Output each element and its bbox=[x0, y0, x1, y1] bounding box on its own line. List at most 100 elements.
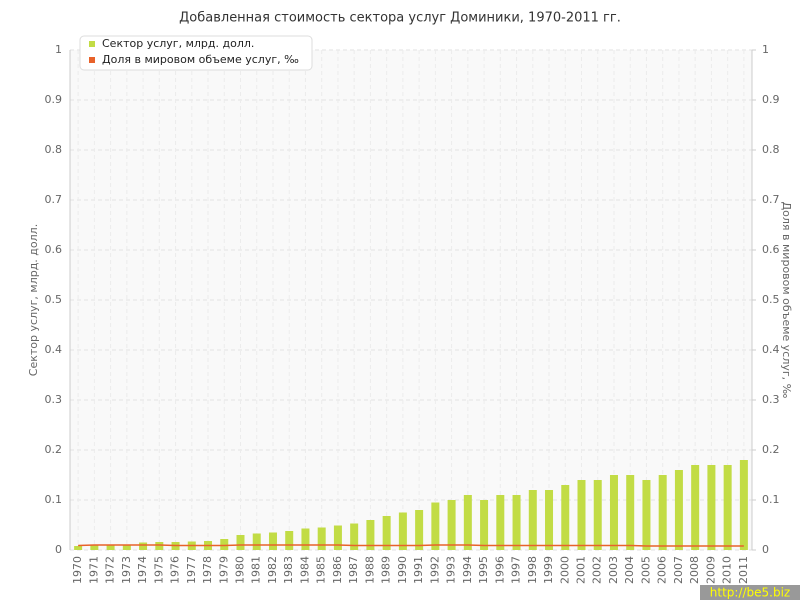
bar bbox=[609, 475, 618, 550]
bar bbox=[268, 532, 277, 550]
x-tick-label: 1974 bbox=[136, 556, 149, 584]
bar bbox=[155, 542, 164, 550]
chart-title: Добавленная стоимость сектора услуг Доми… bbox=[179, 11, 621, 26]
bar bbox=[642, 480, 651, 550]
y-tick-label: 0.3 bbox=[45, 393, 63, 406]
bar bbox=[382, 516, 391, 550]
bar bbox=[496, 495, 505, 550]
x-tick-label: 1987 bbox=[347, 556, 360, 584]
x-tick-label: 2003 bbox=[607, 556, 620, 584]
bar bbox=[252, 533, 261, 550]
y-tick-label: 0.6 bbox=[45, 243, 63, 256]
bar bbox=[593, 480, 602, 550]
x-tick-label: 2004 bbox=[623, 556, 636, 584]
bar bbox=[707, 465, 716, 550]
x-tick-label: 1995 bbox=[477, 556, 490, 584]
bar bbox=[463, 495, 472, 550]
y-tick-label: 0.1 bbox=[45, 493, 63, 506]
y-tick-label: 0.5 bbox=[45, 293, 63, 306]
y-tick-label: 0 bbox=[55, 543, 62, 556]
x-tick-label: 1999 bbox=[542, 556, 555, 584]
bar bbox=[577, 480, 586, 550]
x-tick-label: 1971 bbox=[87, 556, 100, 584]
y2-tick-label: 0 bbox=[762, 543, 769, 556]
bar bbox=[674, 470, 683, 550]
x-tick-label: 1986 bbox=[331, 556, 344, 584]
watermark: http://be5.biz bbox=[710, 586, 790, 600]
y2-tick-label: 0.6 bbox=[762, 243, 780, 256]
x-tick-label: 2002 bbox=[591, 556, 604, 584]
x-tick-label: 2011 bbox=[737, 556, 750, 584]
y-tick-label: 0.9 bbox=[45, 93, 63, 106]
x-tick-label: 2008 bbox=[688, 556, 701, 584]
x-tick-label: 1990 bbox=[396, 556, 409, 584]
y2-tick-label: 1 bbox=[762, 43, 769, 56]
y2-tick-label: 0.7 bbox=[762, 193, 780, 206]
bar bbox=[561, 485, 570, 550]
x-tick-label: 2006 bbox=[656, 556, 669, 584]
line bbox=[78, 544, 744, 547]
x-tick-label: 1977 bbox=[185, 556, 198, 584]
y2-tick-label: 0.3 bbox=[762, 393, 780, 406]
x-tick-label: 1983 bbox=[282, 556, 295, 584]
bar bbox=[333, 525, 342, 550]
x-tick-label: 1993 bbox=[445, 556, 458, 584]
bar bbox=[512, 495, 521, 550]
legend-label: Доля в мировом объеме услуг, ‰ bbox=[102, 53, 299, 66]
y-tick-label: 0.8 bbox=[45, 143, 63, 156]
x-tick-label: 2010 bbox=[721, 556, 734, 584]
x-tick-label: 1982 bbox=[266, 556, 279, 584]
bar bbox=[317, 527, 326, 550]
legend-swatch bbox=[89, 57, 95, 63]
y-axis-title: Сектор услуг, млрд. долл. bbox=[27, 224, 40, 376]
bar bbox=[74, 546, 83, 550]
bar bbox=[301, 528, 310, 550]
x-tick-label: 2007 bbox=[672, 556, 685, 584]
y2-axis-title: Доля в мировом объеме услуг, ‰ bbox=[780, 202, 793, 399]
y2-tick-label: 0.5 bbox=[762, 293, 780, 306]
y2-tick-label: 0.1 bbox=[762, 493, 780, 506]
y2-tick-label: 0.4 bbox=[762, 343, 780, 356]
x-tick-label: 1970 bbox=[71, 556, 84, 584]
y2-tick-label: 0.9 bbox=[762, 93, 780, 106]
x-tick-label: 1980 bbox=[234, 556, 247, 584]
bar bbox=[139, 542, 148, 550]
bar bbox=[366, 520, 375, 550]
x-tick-label: 1984 bbox=[298, 556, 311, 584]
y2-tick-label: 0.2 bbox=[762, 443, 780, 456]
x-tick-label: 1972 bbox=[104, 556, 117, 584]
bar bbox=[528, 490, 537, 550]
bar bbox=[545, 490, 554, 550]
bar bbox=[626, 475, 635, 550]
marks bbox=[74, 460, 748, 550]
bar bbox=[739, 460, 748, 550]
x-tick-label: 1978 bbox=[201, 556, 214, 584]
bar bbox=[431, 502, 440, 550]
x-tick-label: 1994 bbox=[461, 556, 474, 584]
bar bbox=[415, 510, 424, 550]
x-tick-label: 1973 bbox=[120, 556, 133, 584]
x-tick-label: 1985 bbox=[315, 556, 328, 584]
bar bbox=[658, 475, 667, 550]
x-tick-label: 2001 bbox=[575, 556, 588, 584]
bar bbox=[723, 465, 732, 550]
legend-box bbox=[79, 35, 313, 71]
y-tick-label: 1 bbox=[55, 43, 62, 56]
y-tick-label: 0.2 bbox=[45, 443, 63, 456]
x-tick-label: 1975 bbox=[152, 556, 165, 584]
x-tick-label: 1997 bbox=[510, 556, 523, 584]
bar bbox=[236, 535, 245, 550]
bar bbox=[285, 531, 294, 550]
x-tick-label: 1979 bbox=[217, 556, 230, 584]
x-tick-label: 1996 bbox=[493, 556, 506, 584]
bar bbox=[220, 539, 229, 550]
bar bbox=[90, 545, 99, 550]
y2-tick-label: 0.8 bbox=[762, 143, 780, 156]
bar bbox=[480, 500, 489, 550]
x-tick-label: 2000 bbox=[558, 556, 571, 584]
x-tick-label: 1988 bbox=[363, 556, 376, 584]
legend-label: Сектор услуг, млрд. долл. bbox=[102, 37, 254, 50]
bar bbox=[447, 500, 456, 550]
bar bbox=[398, 512, 407, 550]
